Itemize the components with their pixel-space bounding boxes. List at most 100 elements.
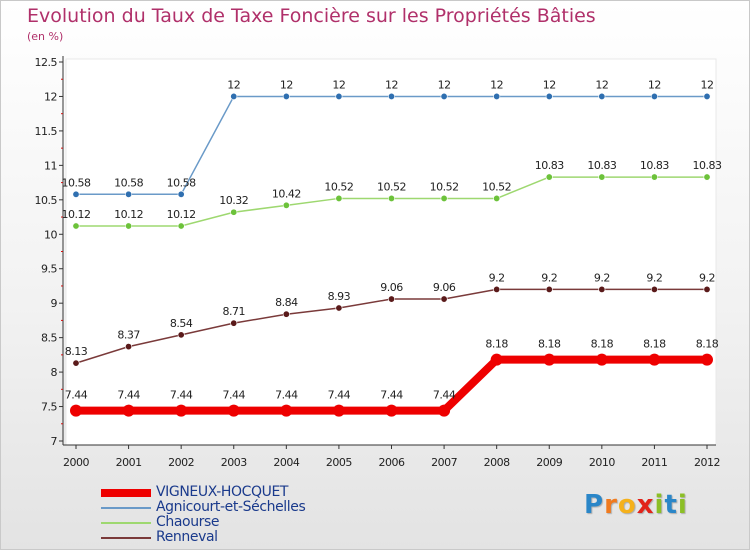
data-point	[335, 92, 343, 100]
data-label: 10.42	[272, 187, 301, 200]
x-tick-label: 2006	[379, 456, 405, 469]
data-label: 8.13	[65, 345, 88, 358]
data-point	[332, 404, 345, 417]
x-tick-label: 2009	[536, 456, 562, 469]
y-tick-label: 11	[44, 159, 57, 172]
legend-label: Chaourse	[156, 514, 220, 530]
legend-item-vigneux[interactable]: VIGNEUX-HOCQUET	[101, 484, 361, 500]
legend-item-chaourse[interactable]: Chaourse	[101, 514, 361, 530]
y-unit-label: (en %)	[27, 30, 64, 43]
data-label: 12	[490, 78, 503, 91]
y-tick-label: 7	[51, 435, 58, 448]
data-label: 7.44	[65, 389, 88, 402]
data-point	[440, 295, 448, 303]
data-point	[701, 353, 713, 366]
data-point	[72, 359, 80, 367]
y-tick-label: 9.5	[41, 263, 57, 276]
data-label: 10.52	[430, 180, 459, 193]
y-tick-label: 9	[51, 297, 58, 310]
data-point	[545, 173, 553, 181]
y-tick-label: 12.5	[35, 56, 58, 69]
data-label: 8.18	[538, 338, 561, 351]
data-label: 9.06	[380, 281, 403, 294]
data-label: 9.2	[646, 271, 662, 284]
data-point	[385, 404, 398, 417]
data-label: 10.52	[324, 180, 353, 193]
data-label: 7.44	[328, 389, 351, 402]
data-point	[598, 92, 606, 100]
data-point	[335, 304, 343, 312]
data-point	[490, 353, 503, 366]
y-tick-label: 11.5	[35, 125, 58, 138]
x-tick-label: 2001	[116, 456, 142, 469]
logo-letter: o	[617, 490, 637, 520]
data-point	[648, 353, 661, 366]
y-tick-label: 10.5	[35, 194, 58, 207]
data-label: 12	[227, 78, 240, 91]
data-label: 9.2	[489, 271, 505, 284]
data-label: 8.18	[485, 338, 508, 351]
data-label: 7.44	[275, 389, 298, 402]
data-point	[387, 194, 395, 202]
chart-title: Evolution du Taux de Taxe Foncière sur l…	[27, 5, 596, 27]
data-point	[703, 92, 711, 100]
data-point	[335, 194, 343, 202]
x-tick-label: 2002	[168, 456, 194, 469]
data-point	[227, 404, 240, 417]
y-tick-label: 8	[51, 366, 58, 379]
data-point	[493, 285, 501, 293]
data-point	[72, 190, 80, 198]
data-label: 12	[438, 78, 451, 91]
data-label: 12	[543, 78, 556, 91]
data-label: 10.58	[62, 176, 91, 189]
data-label: 7.44	[380, 389, 403, 402]
data-point	[387, 92, 395, 100]
data-label: 10.52	[482, 180, 511, 193]
data-label: 10.83	[535, 159, 564, 172]
data-point	[440, 92, 448, 100]
legend-item-agnicourt[interactable]: Agnicourt-et-Séchelles	[101, 499, 361, 515]
data-point	[703, 285, 711, 293]
y-tick-label: 12	[44, 90, 57, 103]
data-point	[543, 353, 556, 366]
legend-item-renneval[interactable]: Renneval	[101, 529, 361, 545]
data-point	[493, 92, 501, 100]
legend-swatch	[101, 522, 151, 524]
legend-label: VIGNEUX-HOCQUET	[156, 484, 289, 500]
data-label: 10.83	[587, 159, 616, 172]
data-label: 8.37	[117, 329, 140, 342]
data-point	[177, 331, 185, 339]
x-tick-label: 2008	[484, 456, 510, 469]
data-point	[70, 404, 82, 417]
data-point	[438, 404, 451, 417]
data-label: 10.58	[114, 176, 143, 189]
data-label: 10.83	[640, 159, 669, 172]
data-point	[177, 222, 185, 230]
data-label: 10.32	[219, 194, 248, 207]
data-label: 12	[701, 78, 714, 91]
x-tick-label: 2003	[221, 456, 247, 469]
data-point	[122, 404, 135, 417]
data-label: 8.18	[591, 338, 614, 351]
y-tick-label: 7.5	[41, 401, 57, 414]
data-point	[175, 404, 188, 417]
data-label: 10.58	[167, 176, 196, 189]
x-tick-label: 2007	[431, 456, 457, 469]
data-point	[598, 173, 606, 181]
data-point	[230, 208, 238, 216]
data-point	[545, 285, 553, 293]
data-point	[440, 194, 448, 202]
data-label: 7.44	[223, 389, 246, 402]
data-point	[650, 285, 658, 293]
legend-label: Agnicourt-et-Séchelles	[156, 499, 306, 515]
data-point	[598, 285, 606, 293]
x-tick-label: 2012	[694, 456, 720, 469]
data-point	[280, 404, 293, 417]
data-label: 9.2	[699, 271, 715, 284]
logo-letter: t	[664, 490, 678, 520]
data-point	[387, 295, 395, 303]
data-label: 9.2	[594, 271, 610, 284]
data-label: 10.83	[693, 159, 722, 172]
